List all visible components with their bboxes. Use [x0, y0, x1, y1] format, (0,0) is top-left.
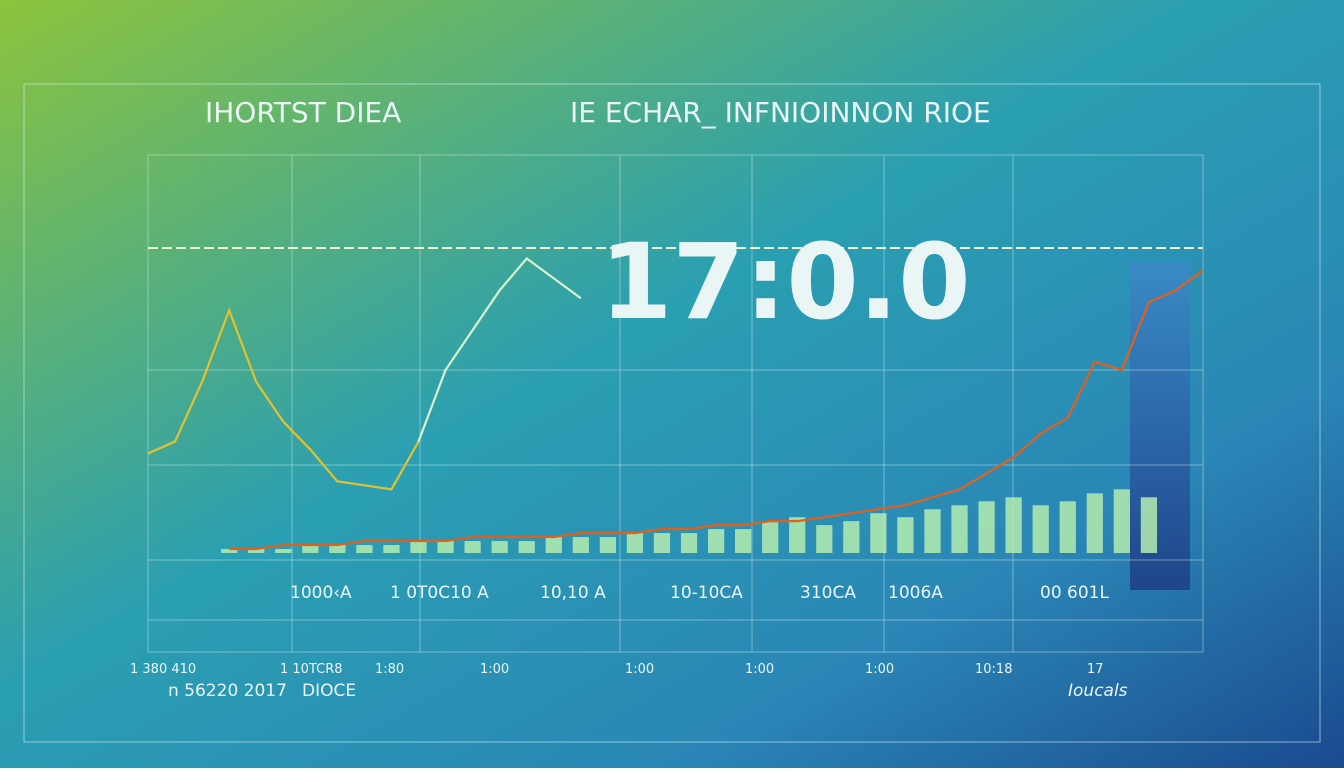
x-label: 1000‹A	[290, 583, 352, 603]
x-label: 310CA	[800, 583, 856, 603]
line	[229, 269, 1204, 551]
bar	[356, 545, 373, 553]
chart-title: IHORTST DIEA	[205, 96, 401, 129]
bottom-label: 1:00	[625, 662, 654, 677]
bar	[1005, 497, 1022, 553]
bar	[680, 533, 698, 553]
bar	[1113, 489, 1130, 553]
bottom-label: 1:80	[375, 662, 404, 677]
bar	[518, 541, 535, 553]
bar	[789, 517, 806, 553]
bar	[572, 537, 589, 553]
bottom-label: 1:00	[745, 662, 774, 677]
bottom-label: 1:00	[865, 662, 894, 677]
bar	[762, 521, 779, 553]
bar	[1032, 505, 1049, 553]
bar	[653, 533, 671, 553]
bar	[870, 513, 887, 553]
frame	[23, 83, 1321, 743]
bar	[437, 541, 454, 553]
block	[1130, 262, 1190, 590]
bottom-label: 10:18	[975, 662, 1012, 677]
bar	[951, 505, 968, 553]
x-label: 10-10CA	[670, 583, 743, 603]
bar	[897, 517, 914, 553]
bar	[545, 537, 562, 553]
bar	[843, 521, 860, 553]
bar	[329, 545, 346, 553]
bar	[275, 549, 292, 553]
bar	[626, 533, 644, 553]
bar	[924, 509, 941, 553]
bottom-label: 1:00	[480, 662, 509, 677]
bar	[707, 529, 725, 553]
chart-subtitle: IE ECHAR_ INFNIOINNON RIOE	[570, 96, 991, 129]
bar	[302, 545, 319, 553]
grid	[147, 154, 1204, 653]
bottom-label: 17	[1087, 662, 1104, 677]
bar	[735, 529, 752, 553]
x-label: 10,10 A	[540, 583, 606, 603]
bar	[978, 501, 995, 553]
plot	[147, 256, 1204, 553]
line	[147, 307, 420, 491]
bar	[816, 525, 833, 553]
bar	[464, 541, 481, 553]
line	[417, 256, 582, 442]
bottom-label: 1 10TCR8	[280, 662, 343, 677]
bar	[221, 549, 238, 553]
bar	[599, 537, 616, 553]
bar	[383, 545, 400, 553]
x-label: 00 601L	[1040, 583, 1109, 603]
bar	[248, 549, 265, 553]
x-label: 1006A	[888, 583, 943, 603]
bottom-label: 1 380 410	[130, 662, 196, 677]
bar	[1059, 501, 1076, 553]
bar	[491, 541, 508, 553]
bar	[1140, 497, 1158, 553]
bar	[1086, 493, 1103, 553]
headline: 17:0.0	[600, 221, 971, 343]
footer-mid: DIOCE	[302, 681, 356, 701]
footer-left: n 56220 2017	[168, 681, 287, 701]
x-label: 1 0T0C10 A	[390, 583, 489, 603]
bar	[410, 541, 427, 553]
footer-right: Ioucals	[1068, 681, 1128, 701]
